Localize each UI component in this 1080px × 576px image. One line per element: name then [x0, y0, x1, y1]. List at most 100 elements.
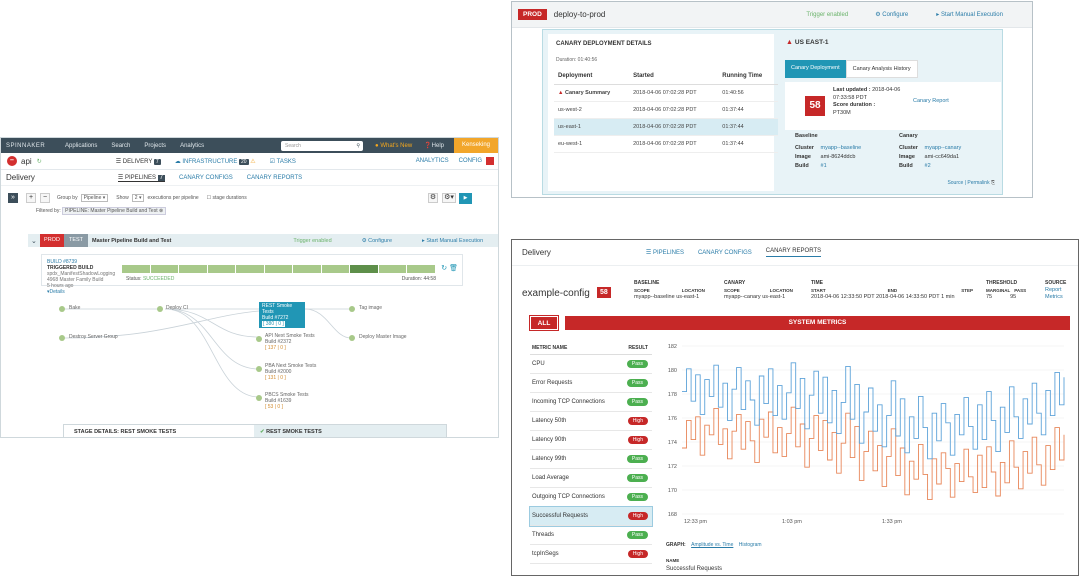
stage-details-tab[interactable]: ✔ REST SMOKE TESTS — [254, 425, 446, 437]
collapse-all-button[interactable]: − — [40, 193, 50, 203]
whats-new-link[interactable]: ● What's New — [375, 143, 412, 149]
stage-node-deploy-ci[interactable]: Deploy CI — [166, 305, 188, 311]
table-row[interactable]: eu-west-1 2018-04-06 07:02:28 PDT 01:37:… — [554, 135, 778, 153]
stage-segment[interactable] — [179, 265, 208, 273]
metric-row[interactable]: tcpInSegs High — [530, 545, 652, 564]
graph-option-amplitude[interactable]: Amplitude vs. Time — [691, 542, 734, 548]
trash-icon[interactable]: 🗑 — [449, 265, 458, 272]
source-permalink-links[interactable]: Source | Permalink ⎘ — [947, 180, 995, 186]
stage-node-dot[interactable] — [349, 306, 355, 312]
stage-node-dot[interactable] — [157, 306, 163, 312]
tab-pipelines[interactable]: ☰ PIPELINES 7 — [117, 174, 165, 182]
nav-search[interactable]: Search — [111, 142, 131, 149]
brand-logo[interactable]: SPINNAKER — [6, 142, 46, 149]
stage-durations-checkbox[interactable]: ☐ stage durations — [206, 195, 247, 201]
metric-row[interactable]: Successful Requests High — [529, 506, 653, 527]
stage-node-deploy-master-image[interactable]: Deploy Master Image — [359, 334, 407, 340]
metric-row[interactable]: Latency 90th High — [530, 431, 652, 450]
configure-link[interactable]: ⚙ Configure — [362, 238, 392, 244]
graph-option-histogram[interactable]: Histogram — [738, 542, 762, 548]
stage-segment[interactable] — [265, 265, 294, 273]
search-icon[interactable]: ⚲ — [356, 142, 361, 149]
tab-canary-reports[interactable]: CANARY REPORTS — [246, 174, 303, 181]
chevron-down-icon[interactable]: ⌄ — [31, 237, 37, 245]
metric-row[interactable]: CPU Pass — [530, 355, 652, 374]
tab-canary-reports[interactable]: CANARY REPORTS — [765, 248, 822, 257]
stage-segment[interactable] — [236, 265, 265, 273]
tab-delivery[interactable]: ☰ DELIVERY 7 — [116, 158, 161, 165]
stage-node-dot[interactable] — [256, 366, 262, 372]
stage-segment-current[interactable] — [350, 265, 379, 273]
stage-segment[interactable] — [122, 265, 151, 273]
clipboard-icon[interactable]: ⎘ — [990, 180, 995, 186]
tab-infrastructure[interactable]: ☁ INFRASTRUCTURE 20 ⚠ — [175, 158, 256, 165]
stage-node-tag-image[interactable]: Tag image — [359, 305, 383, 311]
stage-node-pbcs-smoke[interactable]: PBCS Smoke Tests Build #1639 [ 53 | 0 ] — [265, 392, 309, 410]
all-groups-button[interactable]: ALL — [529, 315, 559, 331]
table-row[interactable]: us-west-2 2018-04-06 07:02:28 PDT 01:37:… — [554, 101, 778, 119]
add-pipeline-button[interactable]: + — [26, 193, 36, 203]
table-row-selected[interactable]: us-east-1 2018-04-06 07:02:28 PDT 01:37:… — [554, 118, 778, 136]
canary-cluster-link[interactable]: myapp--canary — [924, 145, 962, 151]
refresh-icon[interactable]: ↻ — [36, 158, 42, 165]
metric-row[interactable]: Latency 99th Pass — [530, 450, 652, 469]
tab-canary-configs[interactable]: CANARY CONFIGS — [697, 249, 752, 256]
search-input[interactable]: Search ⚲ — [281, 140, 364, 151]
metric-row[interactable]: Outgoing TCP Connections Pass — [530, 488, 652, 507]
help-link[interactable]: ❓Help — [424, 142, 444, 149]
nav-analytics[interactable]: Analytics — [180, 142, 205, 149]
stage-node-pba-next-smoke[interactable]: PBA Next Smoke Tests Build #2000 [ 131 |… — [265, 363, 316, 381]
system-metrics-group-bar[interactable]: SYSTEM METRICS — [565, 316, 1070, 330]
baseline-cluster-link[interactable]: myapp--baseline — [820, 145, 862, 151]
collapse-sidebar-button[interactable]: » — [8, 193, 18, 203]
close-icon[interactable]: ⊗ — [158, 208, 164, 214]
source-report-link[interactable]: Report — [1045, 287, 1062, 293]
stage-node-rest-smoke-tests[interactable]: REST Smoke Tests Build #7272 [ 380 | 0 ] — [259, 302, 305, 328]
analytics-link[interactable]: ANALYTICS — [415, 158, 449, 164]
show-count-select[interactable]: 2 ▾ — [131, 194, 145, 202]
stage-node-bake[interactable]: Bake — [69, 305, 81, 311]
user-menu[interactable]: Kenseking — [454, 138, 498, 153]
app-name[interactable]: api — [21, 156, 32, 166]
start-manual-execution-link[interactable]: ▸ Start Manual Execution — [936, 11, 1003, 18]
settings-dropdown-button[interactable]: ⚙▾ — [442, 193, 456, 203]
tab-canary-configs[interactable]: CANARY CONFIGS — [178, 174, 233, 181]
stage-node-dot[interactable] — [59, 306, 65, 312]
metric-row[interactable]: Load Average Pass — [530, 469, 652, 488]
metric-row[interactable]: Threads Pass — [530, 526, 652, 545]
stage-node-dot[interactable] — [256, 395, 262, 401]
stage-segment[interactable] — [407, 265, 437, 273]
build-number[interactable]: BUILD #8739 — [47, 259, 78, 265]
metric-row[interactable]: Error Requests Pass — [530, 374, 652, 393]
stage-segment[interactable] — [293, 265, 322, 273]
stage-segment[interactable] — [322, 265, 351, 273]
play-icon[interactable]: ▶ — [459, 192, 472, 204]
filter-chip[interactable]: PIPELINE: Master Pipeline Build and Test… — [62, 207, 167, 215]
source-metrics-link[interactable]: Metrics — [1045, 294, 1063, 300]
execution-card[interactable]: BUILD #8739 TRIGGERED BUILD spdx_Manifes… — [41, 254, 463, 295]
canary-report-link[interactable]: Canary Report — [913, 98, 949, 104]
pipeline-name[interactable]: Master Pipeline Build and Test — [92, 237, 172, 244]
tab-tasks[interactable]: ☑ TASKS — [270, 158, 296, 165]
stage-node-dot[interactable] — [349, 335, 355, 341]
metric-row[interactable]: Latency 50th High — [530, 412, 652, 431]
stage-node-dot[interactable] — [256, 336, 262, 342]
group-by-select[interactable]: Pipeline ▾ — [80, 194, 109, 202]
tab-pipelines[interactable]: ☰ PIPELINES — [646, 249, 684, 256]
stage-segment[interactable] — [208, 265, 237, 273]
start-manual-execution-link[interactable]: ▸ Start Manual Execution — [422, 238, 483, 244]
configure-link[interactable]: ⚙ Configure — [875, 11, 908, 18]
nav-projects[interactable]: Projects — [144, 142, 167, 149]
canary-build-link[interactable]: #2 — [924, 163, 931, 169]
table-row[interactable]: ▲ Canary Summary 2018-04-06 07:02:28 PDT… — [554, 84, 778, 102]
stage-node-destroy-server-group[interactable]: Destroy Server Group — [69, 334, 118, 340]
nav-applications[interactable]: Applications — [65, 142, 98, 149]
tab-canary-analysis-history[interactable]: Canary Analysis History — [845, 60, 918, 78]
pipeline-name[interactable]: deploy-to-prod — [553, 10, 606, 19]
stage-node-dot[interactable] — [59, 335, 65, 341]
restart-icon[interactable]: ↻ — [441, 265, 448, 272]
details-link[interactable]: ▾Details — [47, 289, 65, 295]
stage-segment[interactable] — [151, 265, 180, 273]
tab-canary-deployment[interactable]: Canary Deployment — [785, 60, 846, 78]
config-icon[interactable] — [486, 157, 494, 165]
